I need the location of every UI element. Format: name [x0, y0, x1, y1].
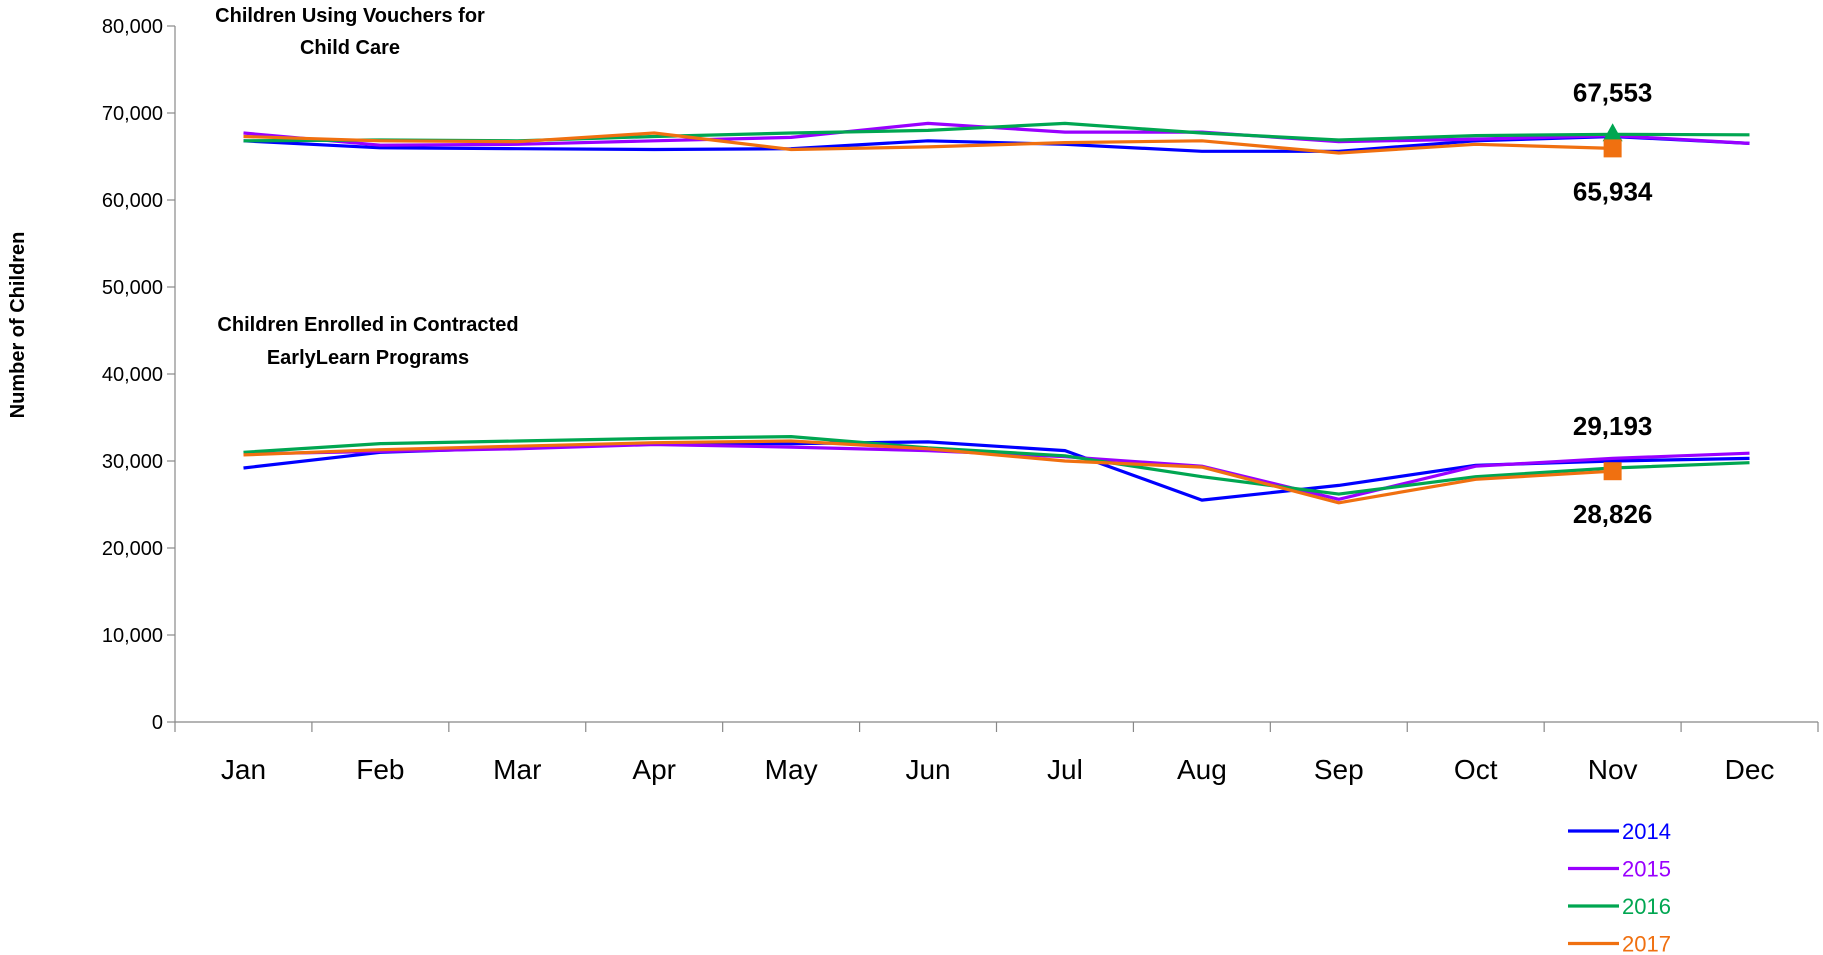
y-tick-label: 30,000: [102, 451, 163, 473]
highlight-markers: [1602, 123, 1623, 481]
group-label-earlylearn-line2: EarlyLearn Programs: [267, 347, 469, 369]
x-tick-label: Aug: [1177, 754, 1227, 785]
legend-label-2017: 2017: [1622, 932, 1671, 955]
y-tick-label: 0: [152, 712, 163, 734]
x-tick-label: Apr: [632, 754, 676, 785]
x-tick-label: Mar: [493, 754, 541, 785]
x-tick-label: Dec: [1725, 754, 1775, 785]
group-label-vouchers-line2: Child Care: [300, 37, 400, 59]
x-tick-label: Jul: [1047, 754, 1083, 785]
marker-square-2017-group-2: [1603, 462, 1622, 481]
group-label-vouchers-line1: Children Using Vouchers for: [215, 5, 485, 27]
highlight-value-labels: 67,553 65,934 29,193 28,826: [1573, 77, 1653, 529]
x-tick-label: Sep: [1314, 754, 1364, 785]
y-tick-label: 50,000: [102, 277, 163, 299]
y-tick-labels: 0 10,000 20,000 30,000 40,000 50,000 60,000 70,…: [102, 16, 163, 734]
series-line-2017-group-2: [243, 439, 1613, 505]
x-tick-labels: Jan Feb Mar Apr May Jun Jul Aug Sep Oct Nov Dec: [221, 754, 1775, 785]
value-label-2016-group-1: 67,553: [1573, 77, 1653, 107]
x-tick-label: Feb: [356, 754, 404, 785]
y-tick-label: 70,000: [102, 103, 163, 125]
value-label-2017-group-1: 65,934: [1573, 176, 1653, 206]
series-lines: [243, 121, 1750, 505]
axes: [167, 25, 1819, 732]
legend-label-2015: 2015: [1622, 857, 1671, 882]
y-tick-label: 60,000: [102, 190, 163, 212]
series-line-2016-group-2: [243, 435, 1750, 496]
y-axis-title: Number of Children: [7, 232, 29, 419]
group-label-vouchers: Children Using Vouchers for Child Care: [215, 5, 485, 59]
group-label-earlylearn-line1: Children Enrolled in Contracted: [217, 314, 518, 336]
y-tick-label: 80,000: [102, 16, 163, 38]
y-tick-label: 10,000: [102, 625, 163, 647]
x-tick-label: Jan: [221, 754, 266, 785]
x-tick-label: Nov: [1588, 754, 1638, 785]
y-tick-label: 20,000: [102, 538, 163, 560]
x-tick-label: Oct: [1454, 754, 1498, 785]
legend-label-2016: 2016: [1622, 894, 1671, 919]
series-line-2017-group-1: [243, 131, 1613, 155]
value-label-2016-group-2: 29,193: [1573, 411, 1653, 441]
x-tick-label: May: [765, 754, 818, 785]
y-tick-label: 40,000: [102, 364, 163, 386]
group-label-earlylearn: Children Enrolled in Contracted EarlyLea…: [217, 314, 518, 369]
x-tick-label: Jun: [905, 754, 950, 785]
marker-square-2017-group-1: [1603, 139, 1622, 158]
legend-label-2014: 2014: [1622, 819, 1671, 844]
legend: 2014 2015 2016 2017: [1568, 819, 1671, 955]
value-label-2017-group-2: 28,826: [1573, 499, 1653, 529]
marker-triangle-2016-group-1: [1602, 123, 1623, 142]
